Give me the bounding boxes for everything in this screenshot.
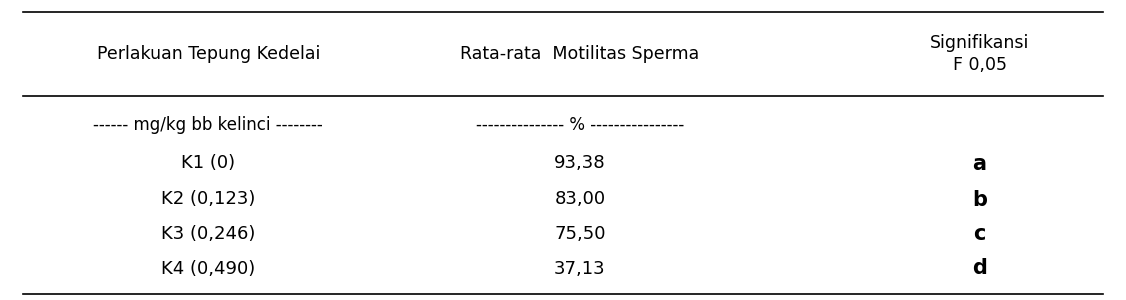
Text: d: d — [972, 259, 988, 278]
Text: Rata-rata  Motilitas Sperma: Rata-rata Motilitas Sperma — [461, 45, 699, 63]
Text: c: c — [974, 224, 985, 244]
Text: Perlakuan Tepung Kedelai: Perlakuan Tepung Kedelai — [97, 45, 320, 63]
Text: K4 (0,490): K4 (0,490) — [161, 260, 256, 278]
Text: K1 (0): K1 (0) — [181, 154, 235, 172]
Text: K3 (0,246): K3 (0,246) — [161, 225, 256, 243]
Text: ------ mg/kg bb kelinci --------: ------ mg/kg bb kelinci -------- — [93, 116, 323, 134]
Text: 83,00: 83,00 — [554, 190, 606, 208]
Text: 93,38: 93,38 — [554, 154, 606, 172]
Text: 37,13: 37,13 — [554, 260, 606, 278]
Text: 75,50: 75,50 — [554, 225, 606, 243]
Text: a: a — [973, 154, 986, 173]
Text: --------------- % ----------------: --------------- % ---------------- — [476, 116, 683, 134]
Text: b: b — [972, 190, 988, 209]
Text: Signifikansi
F 0,05: Signifikansi F 0,05 — [930, 34, 1029, 74]
Text: K2 (0,123): K2 (0,123) — [161, 190, 256, 208]
